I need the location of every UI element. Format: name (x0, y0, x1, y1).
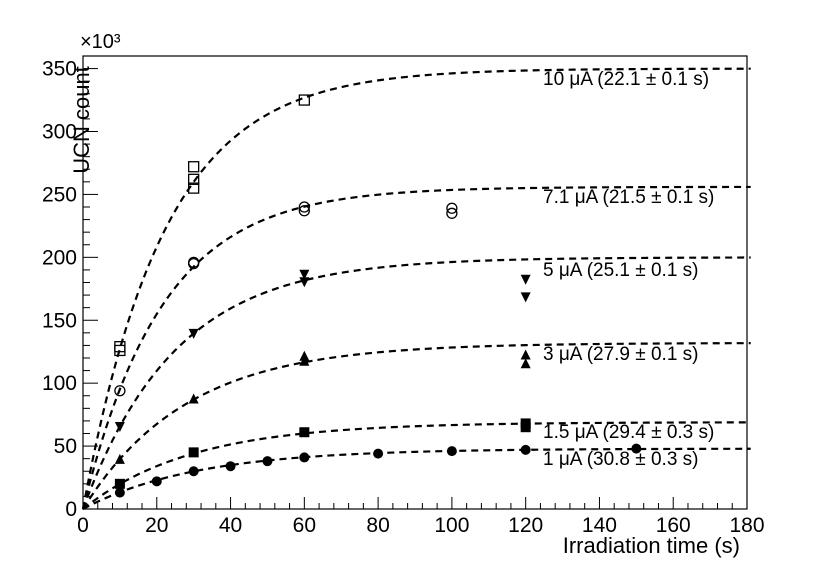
x-tick-label: 100 (434, 514, 469, 537)
data-point (298, 201, 310, 213)
data-point (446, 202, 458, 214)
data-point (299, 355, 310, 366)
data-point (188, 328, 199, 339)
data-point (520, 349, 531, 360)
x-axis: 0 20 40 60 80 100 120 140 160 180 (77, 497, 765, 537)
data-point (520, 358, 531, 369)
x-tick-label: 20 (145, 514, 168, 537)
data-point (114, 453, 125, 464)
y-tick-label: 100 (42, 372, 77, 395)
data-point (298, 205, 310, 217)
data-point (299, 350, 310, 361)
y-tick-label: 250 (42, 183, 77, 206)
y-tick-label: 150 (42, 309, 77, 332)
data-point (631, 443, 642, 454)
x-tick-label: 180 (729, 514, 764, 537)
data-point (299, 452, 310, 463)
data-point (188, 393, 199, 404)
y-axis: 0 50 100 150 200 250 300 350 (42, 55, 98, 521)
data-point (299, 277, 310, 288)
series-labels: 10 μA (22.1 ± 0.1 s) 7.1 μA (21.5 ± 0.1 s… (543, 69, 714, 470)
data-point (446, 207, 458, 219)
x-tick-label: 160 (656, 514, 691, 537)
y-tick-label: 0 (65, 498, 77, 521)
data-point (299, 427, 310, 438)
fit-curve-1 (81, 185, 751, 510)
series-label-4: 1.5 μA (29.4 ± 0.3 s) (543, 422, 714, 443)
y-tick-label: 50 (54, 435, 77, 458)
x-tick-label: 40 (219, 514, 242, 537)
data-point (373, 448, 384, 459)
x-tick-label: 120 (508, 514, 543, 537)
y-tick-label: 350 (42, 58, 77, 81)
data-point (188, 256, 200, 269)
data-point (520, 418, 531, 429)
data-point (520, 292, 531, 303)
data-point (225, 461, 236, 472)
data-point (114, 478, 125, 489)
data-point (446, 446, 457, 457)
data-point (298, 94, 310, 106)
data-point (520, 274, 531, 285)
fit-curve-0 (81, 67, 751, 510)
y-multiplier-label: ×10³ (80, 31, 121, 53)
data-point (188, 447, 199, 458)
series-label-5: 1 μA (30.8 ± 0.3 s) (543, 449, 699, 470)
fit-curve-2 (81, 256, 751, 510)
data-point (262, 456, 273, 467)
series-label-0: 10 μA (22.1 ± 0.1 s) (543, 69, 709, 90)
data-point (188, 466, 199, 477)
series-label-1: 7.1 μA (21.5 ± 0.1 s) (543, 187, 714, 208)
x-tick-label: 0 (77, 514, 89, 537)
x-tick-label: 60 (293, 514, 316, 537)
data-point (114, 385, 126, 397)
data-point (188, 161, 200, 173)
data-point (114, 487, 125, 498)
data-point (188, 173, 200, 185)
series-label-3: 3 μA (27.9 ± 0.1 s) (543, 344, 699, 365)
data-point (151, 476, 162, 487)
data-point (188, 182, 200, 194)
data-point (114, 421, 125, 432)
y-axis-label: UCN count (69, 66, 94, 174)
y-tick-label: 300 (42, 121, 77, 144)
data-point (520, 444, 531, 455)
x-axis-label: Irradiation time (s) (563, 533, 740, 558)
data-point (114, 341, 126, 353)
x-tick-label: 140 (582, 514, 617, 537)
data-points (114, 94, 642, 498)
x-tick-label: 80 (366, 514, 389, 537)
series-label-2: 5 μA (25.1 ± 0.1 s) (543, 260, 699, 281)
data-point (299, 269, 310, 280)
y-tick-label: 200 (42, 246, 77, 269)
